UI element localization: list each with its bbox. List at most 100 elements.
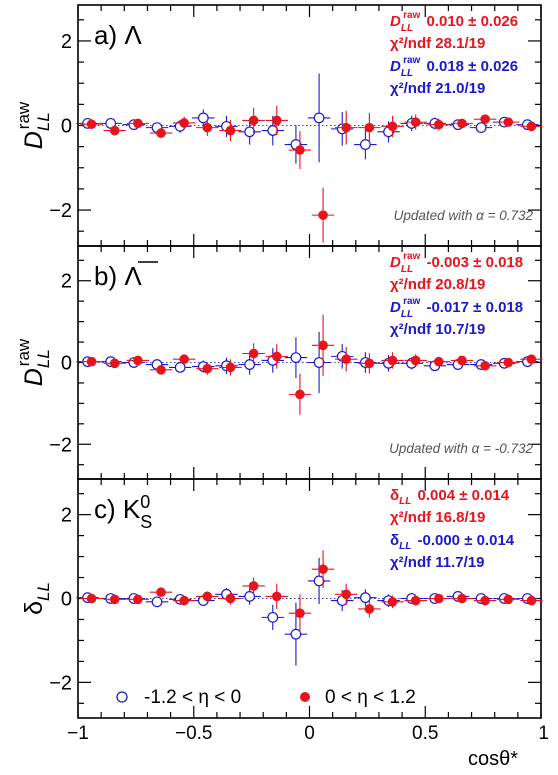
data-point bbox=[434, 593, 444, 604]
data-point bbox=[364, 358, 375, 369]
data-point bbox=[387, 597, 398, 607]
data-point bbox=[359, 139, 371, 150]
data-point bbox=[410, 355, 421, 366]
data-point bbox=[434, 356, 444, 367]
data-point bbox=[202, 122, 213, 133]
series-red bbox=[80, 314, 543, 415]
data-point bbox=[434, 119, 444, 130]
data-point bbox=[457, 118, 467, 129]
data-point bbox=[271, 591, 282, 602]
data-point bbox=[313, 357, 325, 368]
data-point bbox=[410, 595, 421, 606]
data-point bbox=[290, 352, 302, 363]
legend-label-red: 0 < η < 1.2 bbox=[325, 687, 416, 708]
y-tick-label: 2 bbox=[61, 31, 72, 53]
x-tick-label: −1 bbox=[67, 723, 89, 744]
data-point bbox=[271, 351, 282, 362]
y-tick-label: 0 bbox=[61, 589, 72, 611]
data-point bbox=[133, 118, 143, 129]
data-point bbox=[174, 362, 186, 373]
data-point bbox=[225, 362, 236, 373]
data-point bbox=[387, 121, 398, 132]
y-tick-label: 0 bbox=[61, 116, 72, 138]
data-point bbox=[244, 126, 256, 138]
data-point bbox=[133, 355, 143, 366]
data-point bbox=[480, 595, 490, 606]
legend: -1.2 < η < 0 0 < η < 1.2 bbox=[116, 687, 416, 708]
data-point bbox=[475, 122, 487, 134]
stats-line: DLLraw 0.018 ± 0.026 bbox=[390, 55, 518, 79]
data-point bbox=[364, 604, 375, 614]
data-point bbox=[295, 389, 305, 400]
data-point bbox=[526, 354, 537, 365]
data-point bbox=[503, 357, 514, 368]
y-axis-label: DLLraw bbox=[14, 338, 53, 386]
data-point bbox=[480, 360, 490, 371]
panel-annotation: Updated with α = -0.732 bbox=[389, 441, 533, 456]
y-tick-label: −2 bbox=[49, 672, 72, 694]
data-point bbox=[244, 359, 256, 370]
data-point bbox=[267, 125, 279, 136]
x-axis: cosθ* −1 −0.5 0 0.5 1 bbox=[67, 723, 549, 770]
stats-line: χ²/ndf 20.8/19 bbox=[390, 276, 485, 293]
y-tick-label: 0 bbox=[61, 353, 72, 375]
data-point bbox=[313, 575, 325, 587]
stats-line: DLLraw 0.010 ± 0.026 bbox=[390, 10, 518, 34]
y-tick-label: 2 bbox=[61, 505, 72, 527]
legend-label-blue: -1.2 < η < 0 bbox=[144, 687, 241, 708]
data-point bbox=[225, 593, 236, 604]
data-point bbox=[295, 608, 305, 618]
data-point bbox=[109, 594, 120, 605]
stats-line: χ²/ndf 11.7/19 bbox=[390, 554, 485, 571]
data-point bbox=[202, 591, 213, 602]
y-axis-label: δLL bbox=[20, 582, 53, 615]
data-point bbox=[271, 115, 282, 126]
data-point bbox=[480, 114, 490, 124]
stats-line: χ²/ndf 21.0/19 bbox=[390, 80, 485, 97]
stats-line: δLL -0.000 ± 0.014 bbox=[390, 532, 515, 552]
data-point bbox=[86, 593, 97, 604]
data-point bbox=[197, 112, 209, 124]
data-point bbox=[318, 564, 328, 574]
data-point bbox=[225, 125, 236, 136]
data-point bbox=[318, 210, 328, 220]
data-point bbox=[313, 112, 325, 124]
data-point bbox=[109, 125, 120, 136]
stats-line: DLLraw -0.017 ± 0.018 bbox=[390, 296, 523, 320]
data-point bbox=[179, 354, 189, 365]
stats-line: χ²/ndf 10.7/19 bbox=[390, 321, 485, 338]
data-point bbox=[410, 117, 421, 127]
data-point bbox=[503, 594, 514, 605]
data-point bbox=[156, 365, 166, 375]
data-point bbox=[86, 119, 97, 130]
data-point bbox=[341, 589, 352, 600]
x-axis-label: cosθ* bbox=[468, 748, 518, 770]
y-tick-label: −2 bbox=[49, 200, 72, 222]
data-point bbox=[86, 356, 97, 367]
panel-label: a) Λ bbox=[94, 20, 142, 50]
data-point bbox=[526, 595, 537, 606]
data-point bbox=[248, 581, 259, 591]
data-point bbox=[248, 115, 259, 126]
stats-line: χ²/ndf 16.8/19 bbox=[390, 509, 485, 526]
legend-filled-circle-marker bbox=[300, 692, 310, 702]
data-point bbox=[151, 596, 163, 608]
x-tick-label: −0.5 bbox=[175, 723, 213, 744]
data-point bbox=[503, 117, 514, 127]
panel-annotation: Updated with α = 0.732 bbox=[394, 208, 534, 223]
data-point bbox=[364, 122, 375, 133]
data-point bbox=[387, 355, 398, 366]
x-tick-label: 0.5 bbox=[412, 723, 438, 744]
data-point bbox=[290, 628, 302, 640]
stats-line: δLL 0.004 ± 0.014 bbox=[390, 487, 510, 507]
panel-label: b) Λ bbox=[94, 261, 142, 291]
panels: −2 0 2 DLLraw a) Λ DLLraw 0.010 ± 0.026 χ²/ndf… bbox=[14, 4, 543, 719]
series-red bbox=[80, 550, 543, 633]
data-point bbox=[248, 348, 259, 359]
data-point bbox=[109, 358, 120, 369]
data-point bbox=[526, 121, 537, 132]
y-axis-label: DLLraw bbox=[14, 101, 53, 149]
